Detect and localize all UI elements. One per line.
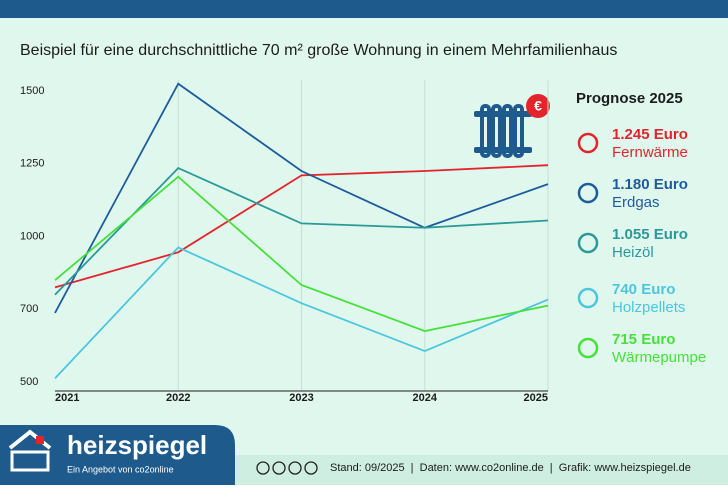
legend-icon [577,132,599,154]
x-tick-label: 2022 [166,392,190,404]
series-line [54,246,549,379]
credit: Stand: 09/2025 [330,462,405,474]
y-tick-label: 1500 [20,85,44,97]
value-label: 1.055 Euro [612,226,688,243]
legend-label: Fernwärme [612,144,688,161]
x-tick-label: 2024 [413,392,438,404]
credits: Stand: 09/2025 | Daten: www.co2online.de | G… [330,462,691,474]
y-tick-label: 1000 [20,230,44,242]
logo-icon [8,429,52,472]
logo-box [0,425,235,485]
top-banner [0,0,728,18]
radiator-icon: € [474,94,550,158]
chart-title: Beispiel für eine durchschnittliche 70 m… [20,42,617,59]
credit: Grafik: www.heizspiegel.de [559,462,691,474]
legend-icon [577,182,599,204]
legend-label: Erdgas [612,194,660,211]
value-label: 1.245 Euro [612,126,688,143]
svg-text:€: € [534,98,542,114]
license-icons [256,461,318,475]
credit: Daten: www.co2online.de [420,462,544,474]
separator: | [550,462,553,474]
y-tick-label: 1250 [20,158,44,170]
series-line [54,175,549,333]
legend-label: Holzpellets [612,299,685,316]
legend-label: Heizöl [612,244,654,261]
x-tick-label: 2021 [55,392,79,404]
series-line [54,82,549,314]
legend-icon [577,232,599,254]
legend-title: Prognose 2025 [576,90,683,107]
brand: heizspiegel [67,430,207,460]
x-tick-label: 2023 [289,392,313,404]
y-tick-label: 500 [20,376,38,388]
value-label: 740 Euro [612,281,675,298]
series-line [54,164,549,289]
legend-icon [577,337,599,359]
separator: | [411,462,414,474]
y-tick-label: 700 [20,303,38,315]
value-label: 715 Euro [612,331,675,348]
x-tick-label: 2025 [524,392,548,404]
legend-icon [577,287,599,309]
tagline: Ein Angebot von co2online [67,464,174,474]
value-label: 1.180 Euro [612,176,688,193]
legend-label: Wärmepumpe [612,349,706,366]
